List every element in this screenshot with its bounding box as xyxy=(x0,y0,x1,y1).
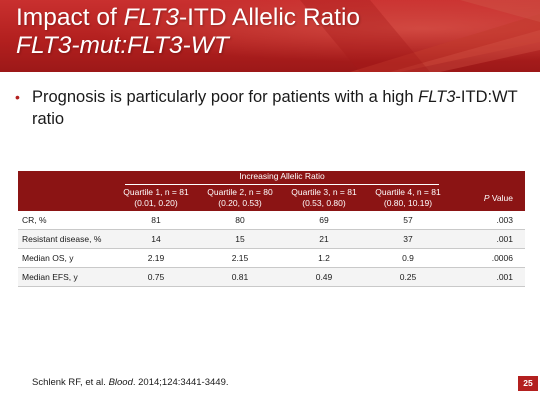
table-row: Median EFS, y 0.75 0.81 0.49 0.25 .001 xyxy=(18,267,525,287)
p-value-cell: .001 xyxy=(450,267,525,287)
table-cell: 0.49 xyxy=(282,267,366,287)
p-value-cell: .001 xyxy=(450,229,525,249)
title-banner: Impact of FLT3-ITD Allelic Ratio FLT3-mu… xyxy=(0,0,540,72)
title-line-2: FLT3-mut:FLT3-WT xyxy=(16,32,229,59)
table-cell: 37 xyxy=(366,229,450,249)
column-header-q3: Quartile 3, n = 81 (0.53, 0.80) xyxy=(282,185,366,211)
table-row: Resistant disease, % 14 15 21 37 .001 xyxy=(18,229,525,249)
table-cell: 1.2 xyxy=(282,248,366,268)
row-label: Resistant disease, % xyxy=(18,229,114,249)
column-header-q1: Quartile 1, n = 81 (0.01, 0.20) xyxy=(114,185,198,211)
table-cell: 2.15 xyxy=(198,248,282,268)
empty-header-cell xyxy=(18,171,114,185)
table-cell: 80 xyxy=(198,211,282,230)
p-value-cell: .0006 xyxy=(450,248,525,268)
row-label: CR, % xyxy=(18,211,114,230)
slide-number: 25 xyxy=(518,376,538,391)
pencil-background-image xyxy=(300,0,540,72)
table-group-header-row: Increasing Allelic Ratio xyxy=(18,171,525,185)
table-cell: 14 xyxy=(114,229,198,249)
allelic-ratio-table: Increasing Allelic Ratio Quartile 1, n =… xyxy=(18,171,525,287)
group-header-label: Increasing Allelic Ratio xyxy=(125,171,439,185)
title-line-1: Impact of FLT3-ITD Allelic Ratio xyxy=(16,4,361,31)
table-cell: 81 xyxy=(114,211,198,230)
bullet-dot-icon: • xyxy=(15,89,20,105)
p-value-cell: .003 xyxy=(450,211,525,230)
table-cell: 69 xyxy=(282,211,366,230)
group-header-cell: Increasing Allelic Ratio xyxy=(114,171,450,185)
row-label: Median OS, y xyxy=(18,248,114,268)
table-cell: 0.75 xyxy=(114,267,198,287)
empty-header-cell xyxy=(450,171,525,185)
column-header-p-value: P Value xyxy=(450,185,525,211)
bullet-text: Prognosis is particularly poor for patie… xyxy=(32,88,518,128)
table-cell: 0.81 xyxy=(198,267,282,287)
row-label: Median EFS, y xyxy=(18,267,114,287)
bullet-point: • Prognosis is particularly poor for pat… xyxy=(15,86,525,130)
table-cell: 2.19 xyxy=(114,248,198,268)
slide-title: Impact of FLT3-ITD Allelic Ratio FLT3-mu… xyxy=(16,4,360,60)
empty-header-cell xyxy=(18,185,114,211)
table-cell: 15 xyxy=(198,229,282,249)
column-header-q4: Quartile 4, n = 81 (0.80, 10.19) xyxy=(366,185,450,211)
citation: Schlenk RF, et al. Blood. 2014;124:3441-… xyxy=(32,377,229,388)
table-cell: 0.9 xyxy=(366,248,450,268)
table-row: Median OS, y 2.19 2.15 1.2 0.9 .0006 xyxy=(18,248,525,268)
table-cell: 0.25 xyxy=(366,267,450,287)
table-cell: 21 xyxy=(282,229,366,249)
table-row: CR, % 81 80 69 57 .003 xyxy=(18,211,525,230)
table-column-header-row: Quartile 1, n = 81 (0.01, 0.20) Quartile … xyxy=(18,185,525,211)
column-header-q2: Quartile 2, n = 80 (0.20, 0.53) xyxy=(198,185,282,211)
table-cell: 57 xyxy=(366,211,450,230)
